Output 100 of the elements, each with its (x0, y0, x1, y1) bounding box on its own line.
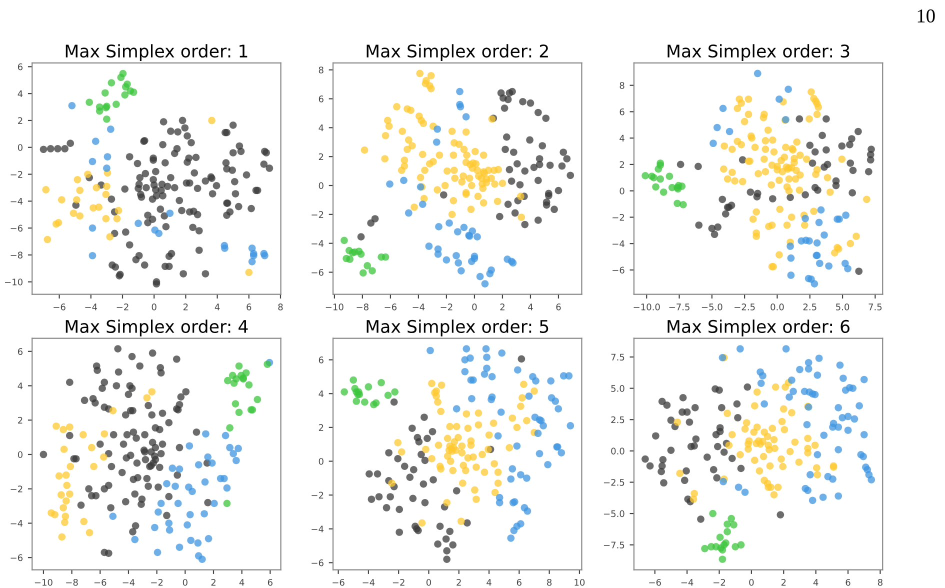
x-tick-label: 7.5 (868, 304, 882, 310)
x-tick-label: 0.0 (770, 304, 784, 310)
x-tick-label: 8 (547, 578, 552, 586)
y-tick-label: −2 (10, 486, 22, 492)
y-tick-label: −6 (10, 554, 23, 562)
y-tick-label: 0.0 (611, 448, 624, 454)
y-tick-label: 6 (620, 108, 624, 116)
x-tick-label: −4 (362, 579, 375, 586)
x-tick-label: 0 (749, 578, 754, 586)
x-tick-label: 5.0 (836, 304, 850, 310)
x-tick-label: 2 (211, 578, 216, 586)
y-tick-label: 2 (318, 153, 324, 160)
y-tick-label: 0 (318, 458, 324, 465)
y-tick-label: 2 (18, 117, 22, 124)
x-tick-label: −8 (66, 578, 78, 586)
x-tick-label: −6 (332, 578, 344, 586)
y-tick-label: −5.0 (604, 510, 624, 518)
y-tick-label: −10 (5, 278, 22, 286)
x-tick-label: −6 (94, 578, 106, 586)
y-tick-label: −2 (612, 214, 624, 221)
y-tick-label: −7.5 (604, 542, 624, 548)
y-tick-label: 7.5 (611, 354, 624, 361)
y-tick-label: 2 (318, 424, 324, 431)
x-tick-label: −2 (440, 304, 452, 310)
x-tick-label: −6 (384, 304, 397, 310)
y-tick-label: 4 (318, 124, 324, 132)
x-tick-label: −4 (85, 304, 98, 310)
x-tick-label: 0 (152, 304, 156, 310)
x-tick-label: 6 (516, 578, 522, 586)
x-tick-label: 4 (214, 304, 220, 310)
y-tick-label: −4 (10, 198, 23, 205)
x-tick-label: 2 (183, 304, 188, 310)
y-tick-label: −4 (312, 526, 324, 532)
y-tick-label: −6 (10, 224, 23, 232)
y-tick-label: −8 (10, 252, 22, 259)
x-tick-label: 2.5 (803, 304, 816, 310)
text: 10 (918, 9, 935, 23)
x-tick-label: −4 (412, 304, 425, 310)
x-tick-label: 2 (456, 578, 461, 586)
x-tick-label: −7.5 (669, 304, 690, 310)
x-tick-label: 4 (528, 304, 533, 310)
x-tick-label: 2 (781, 578, 786, 586)
y-tick-label: −2 (10, 170, 22, 178)
x-tick-label: 4 (486, 579, 492, 586)
chart-title: Max Simplex order: 4 (66, 320, 248, 336)
y-tick-label: 0 (18, 144, 23, 151)
y-tick-label: 8 (318, 66, 324, 74)
x-tick-label: −10 (326, 304, 344, 310)
x-tick-label: 0 (182, 578, 188, 586)
y-tick-label: 8 (620, 82, 624, 89)
x-tick-label: −8 (356, 304, 368, 310)
y-tick-label: 2 (620, 161, 624, 168)
x-tick-label: 6 (268, 578, 272, 586)
y-tick-label: −6 (312, 559, 324, 566)
x-tick-label: 4 (239, 579, 244, 586)
chart-title: Max Simplex order: 2 (366, 44, 548, 61)
x-tick-label: 2 (500, 304, 504, 310)
y-tick-label: 0 (18, 451, 23, 458)
y-tick-label: −2.5 (604, 478, 624, 486)
y-tick-label: −2 (312, 211, 324, 218)
x-tick-label: −6 (54, 304, 66, 310)
x-tick-label: −2.5 (734, 304, 755, 310)
y-tick-label: 2.5 (611, 416, 624, 424)
x-tick-label: 8 (878, 578, 882, 586)
chart-title: Max Simplex order: 1 (66, 44, 248, 61)
y-tick-label: −4 (312, 240, 324, 247)
y-tick-label: 6 (18, 63, 23, 70)
y-tick-label: 6 (18, 348, 23, 355)
x-tick-label: −4 (122, 579, 135, 586)
y-tick-label: −2 (312, 492, 324, 498)
y-tick-label: 0 (318, 182, 324, 190)
y-tick-label: 4 (18, 90, 23, 98)
chart-title: Max Simplex order: 3 (668, 44, 850, 61)
x-tick-label: −10.0 (634, 304, 660, 310)
x-tick-label: −6 (649, 578, 661, 586)
x-tick-label: 4 (813, 579, 818, 586)
x-tick-label: 8 (278, 304, 283, 310)
y-tick-label: 0 (620, 188, 624, 194)
x-tick-label: 6 (846, 578, 850, 586)
x-tick-label: −2 (151, 578, 163, 586)
y-tick-label: 5.0 (611, 385, 624, 392)
x-tick-label: −2 (714, 578, 726, 586)
chart-title: Max Simplex order: 5 (366, 320, 548, 336)
y-tick-label: 4 (620, 134, 624, 142)
x-tick-label: −10 (34, 578, 52, 586)
y-tick-label: 2 (18, 416, 22, 424)
chart-title: Max Simplex order: 6 (668, 320, 850, 336)
y-tick-label: 4 (318, 390, 324, 398)
y-tick-label: 6 (318, 95, 324, 102)
x-tick-label: −4 (681, 579, 694, 586)
y-tick-label: −6 (612, 266, 624, 274)
x-tick-label: −2 (116, 304, 128, 310)
x-tick-label: −2 (392, 578, 404, 586)
x-tick-label: 6 (556, 304, 561, 310)
x-tick-label: 0 (472, 304, 477, 310)
y-tick-label: 4 (18, 382, 23, 390)
x-tick-label: 0 (426, 578, 432, 586)
y-tick-label: −4 (612, 240, 624, 248)
x-tick-label: −5.0 (702, 304, 722, 310)
y-tick-label: 6 (318, 356, 324, 364)
